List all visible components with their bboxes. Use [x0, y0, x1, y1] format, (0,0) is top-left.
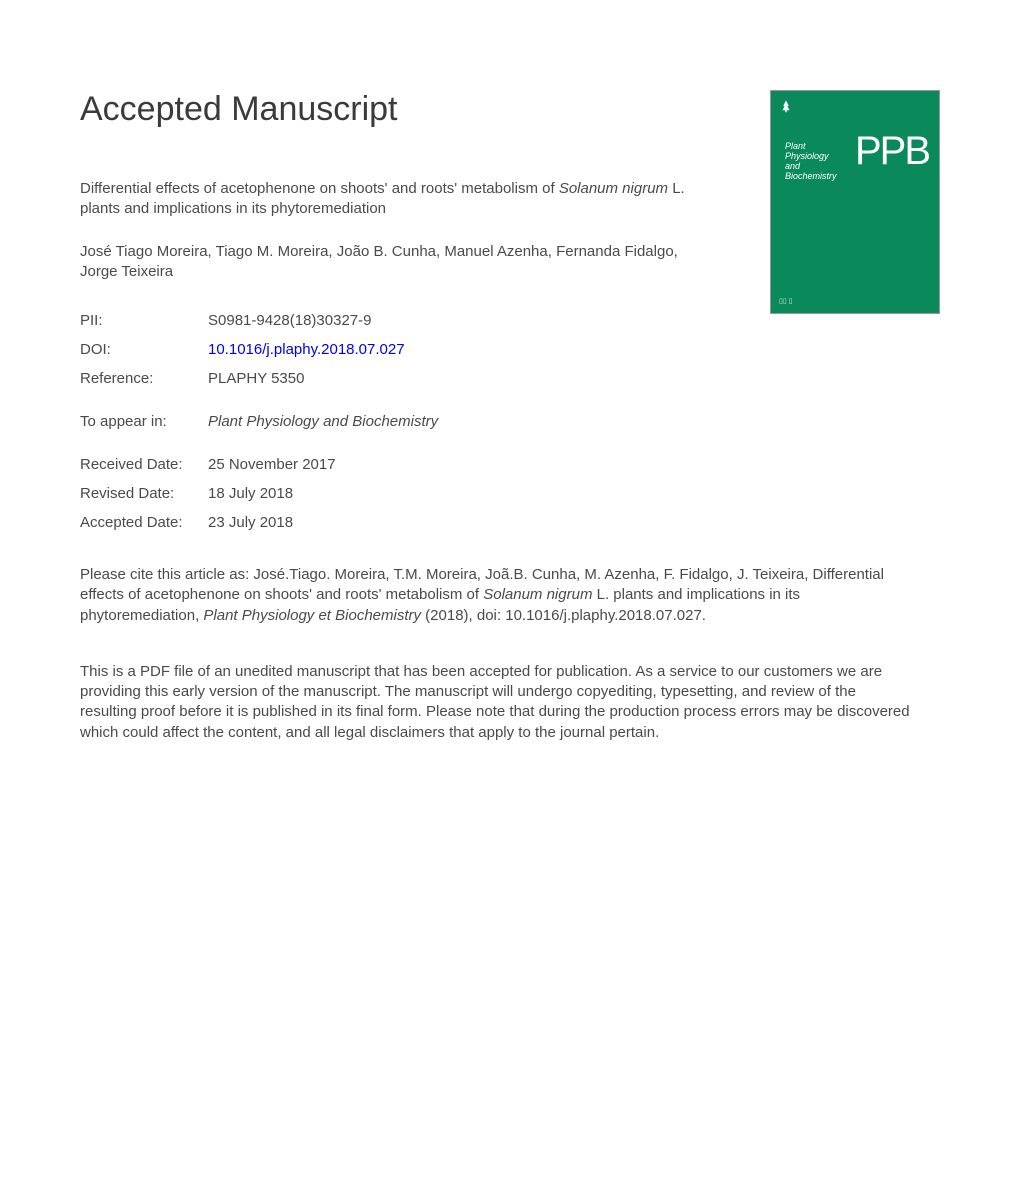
- meta-row-pii: PII: S0981-9428(18)30327-9: [80, 312, 940, 329]
- cover-footer-mark: ▯▯ ▯: [779, 297, 793, 305]
- appear-value: Plant Physiology and Biochemistry: [208, 413, 438, 430]
- appear-block: To appear in: Plant Physiology and Bioch…: [80, 413, 940, 430]
- cover-journal-title: PlantPhysiologyandBiochemistry: [785, 142, 845, 182]
- citation-text: Please cite this article as: José.Tiago.…: [80, 565, 910, 626]
- meta-row-received: Received Date: 25 November 2017: [80, 456, 940, 473]
- revised-value: 18 July 2018: [208, 485, 293, 502]
- appear-label: To appear in:: [80, 413, 208, 430]
- authors-list: José Tiago Moreira, Tiago M. Moreira, Jo…: [80, 242, 700, 283]
- meta-row-revised: Revised Date: 18 July 2018: [80, 485, 940, 502]
- meta-row-accepted: Accepted Date: 23 July 2018: [80, 514, 940, 531]
- reference-value: PLAPHY 5350: [208, 370, 304, 387]
- metadata-block: PII: S0981-9428(18)30327-9 DOI: 10.1016/…: [80, 312, 940, 387]
- citation-suffix: (2018), doi: 10.1016/j.plaphy.2018.07.02…: [421, 607, 706, 624]
- article-title: Differential effects of acetophenone on …: [80, 179, 700, 220]
- title-prefix: Differential effects of acetophenone on …: [80, 180, 559, 197]
- meta-row-doi: DOI: 10.1016/j.plaphy.2018.07.027: [80, 341, 940, 358]
- pii-label: PII:: [80, 312, 208, 329]
- revised-label: Revised Date:: [80, 485, 208, 502]
- meta-row-appear: To appear in: Plant Physiology and Bioch…: [80, 413, 940, 430]
- received-value: 25 November 2017: [208, 456, 336, 473]
- accepted-label: Accepted Date:: [80, 514, 208, 531]
- doi-label: DOI:: [80, 341, 208, 358]
- accepted-value: 23 July 2018: [208, 514, 293, 531]
- title-species: Solanum nigrum: [559, 180, 668, 197]
- disclaimer-text: This is a PDF file of an unedited manusc…: [80, 662, 910, 743]
- reference-label: Reference:: [80, 370, 208, 387]
- citation-species: Solanum nigrum: [483, 586, 592, 603]
- publisher-tree-icon: [779, 99, 793, 113]
- journal-cover-thumbnail: PlantPhysiologyandBiochemistry PPB ▯▯ ▯: [770, 90, 940, 314]
- pii-value: S0981-9428(18)30327-9: [208, 312, 371, 329]
- dates-block: Received Date: 25 November 2017 Revised …: [80, 456, 940, 531]
- meta-row-reference: Reference: PLAPHY 5350: [80, 370, 940, 387]
- received-label: Received Date:: [80, 456, 208, 473]
- cover-journal-abbrev: PPB: [855, 129, 929, 174]
- doi-link[interactable]: 10.1016/j.plaphy.2018.07.027: [208, 341, 405, 358]
- citation-journal: Plant Physiology et Biochemistry: [203, 607, 421, 624]
